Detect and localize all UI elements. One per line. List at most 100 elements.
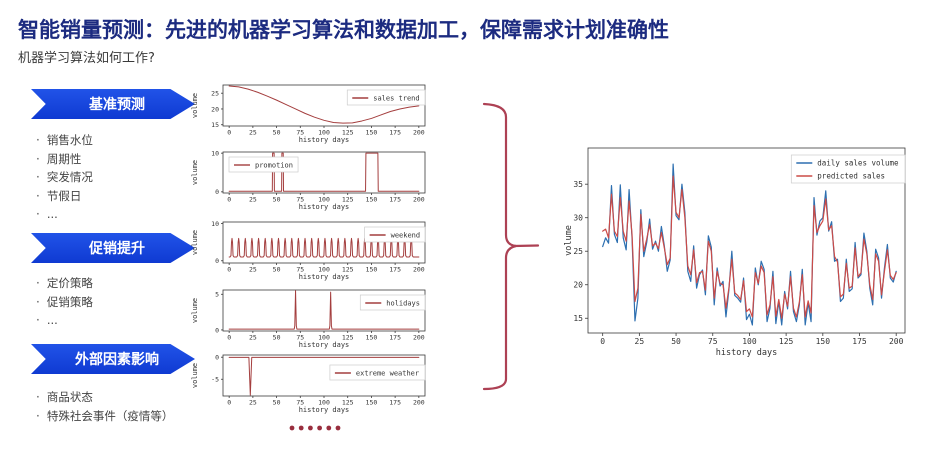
svg-text:100: 100 <box>318 129 330 137</box>
bullet-text: 商品状态 <box>46 390 93 404</box>
legend-box <box>364 226 426 243</box>
brace-pointer <box>512 244 540 248</box>
bullet-text: 特殊社会事件（疫情等） <box>46 408 174 423</box>
banner-external-factors: 外部因素影响 <box>31 344 195 374</box>
svg-text:150: 150 <box>366 266 378 274</box>
legend-label: weekend <box>391 232 421 240</box>
svg-text:0: 0 <box>215 326 219 334</box>
plot-svg: 0 25 50 75 100 125 150 175 200 0 -5 history days vol… <box>191 354 426 414</box>
svg-text:125: 125 <box>342 399 354 407</box>
legend-box <box>359 294 426 311</box>
bullet-item: · 定价策略 <box>36 274 93 293</box>
bullet-list-promotion: · 定价策略 · 促销策略 ·... <box>36 274 93 330</box>
bullet-item: · 周期性 <box>36 150 93 169</box>
plot-svg: 0 25 50 75 100 125 150 175 200 15 20 25 history days… <box>191 84 426 144</box>
dot <box>308 425 313 431</box>
bullet-list-external: · 商品状态 · 特殊社会事件（疫情等） <box>36 388 173 425</box>
svg-text:175: 175 <box>852 337 867 346</box>
svg-text:0: 0 <box>215 354 219 362</box>
svg-text:200: 200 <box>889 337 904 346</box>
svg-text:100: 100 <box>742 337 757 346</box>
banner-baseline-forecast: 基准预测 <box>31 89 195 119</box>
legend-box <box>346 89 426 106</box>
bullet-marker: · <box>36 133 40 147</box>
legend-label: sales trend <box>373 95 419 103</box>
svg-text:50: 50 <box>273 399 281 407</box>
svg-text:50: 50 <box>273 196 281 204</box>
svg-text:150: 150 <box>366 399 378 407</box>
bullet-text: 定价策略 <box>46 276 93 290</box>
bullet-marker: · <box>36 207 40 222</box>
y-axis-label: volume <box>191 93 199 118</box>
svg-text:0: 0 <box>227 399 231 407</box>
series-extreme-weather <box>228 356 420 396</box>
plot-svg: 0 25 50 75 100 125 150 175 200 0 10 history days vol… <box>191 150 426 211</box>
svg-text:75: 75 <box>296 266 304 274</box>
bullet-marker: · <box>36 276 40 290</box>
svg-text:25: 25 <box>249 129 257 137</box>
svg-text:200: 200 <box>413 266 425 274</box>
bullet-text: 促销策略 <box>46 294 93 309</box>
chart-sales-trend: 0 25 50 75 100 125 150 175 200 15 20 25 history days… <box>188 82 434 150</box>
svg-text:75: 75 <box>296 129 304 137</box>
series-predicted-sales <box>602 175 897 319</box>
svg-text:200: 200 <box>413 334 425 342</box>
svg-text:175: 175 <box>389 266 401 274</box>
svg-text:0: 0 <box>215 257 219 265</box>
legend-label: holidays <box>386 300 420 308</box>
bullet-text: ... <box>46 313 58 328</box>
svg-text:75: 75 <box>296 196 304 204</box>
bullet-item: · 商品状态 <box>36 388 173 407</box>
svg-text:10: 10 <box>211 150 219 158</box>
y-axis-label: volume <box>191 363 199 388</box>
svg-text:0: 0 <box>227 266 231 274</box>
svg-text:0: 0 <box>215 188 219 196</box>
x-axis-label: history days <box>299 273 350 281</box>
ellipsis-dots <box>286 420 346 439</box>
bullet-marker: · <box>36 188 40 203</box>
legend-box <box>790 154 906 184</box>
bullet-marker: · <box>36 313 40 328</box>
bullet-marker: · <box>36 390 40 404</box>
brace-path <box>482 102 517 391</box>
bullet-text: 周期性 <box>46 151 82 166</box>
svg-text:0: 0 <box>227 196 231 204</box>
dot <box>326 425 332 431</box>
svg-text:175: 175 <box>389 196 401 204</box>
y-axis-label: volume <box>564 225 574 256</box>
svg-text:25: 25 <box>249 196 257 204</box>
dot <box>317 425 322 431</box>
bullet-text: 节假日 <box>46 188 82 203</box>
x-axis-label: history days <box>716 348 777 358</box>
svg-text:50: 50 <box>671 337 681 346</box>
svg-text:100: 100 <box>318 266 330 274</box>
bullet-item: · 销售水位 <box>36 131 93 150</box>
banner-promotion-uplift: 促销提升 <box>31 233 195 263</box>
svg-text:-5: -5 <box>211 376 219 384</box>
svg-text:50: 50 <box>273 266 281 274</box>
svg-text:15: 15 <box>211 121 219 129</box>
curly-brace-connector <box>470 95 550 401</box>
svg-text:100: 100 <box>318 399 330 407</box>
bullet-item: · 特殊社会事件（疫情等） <box>36 407 173 426</box>
svg-text:50: 50 <box>273 334 281 342</box>
x-axis-label: history days <box>299 406 350 414</box>
svg-text:75: 75 <box>708 337 718 346</box>
bullet-item: ·... <box>36 311 93 330</box>
svg-text:30: 30 <box>573 214 583 223</box>
svg-text:75: 75 <box>296 399 304 407</box>
series-promotion <box>228 152 420 192</box>
bullet-item: · 促销策略 <box>36 293 93 312</box>
svg-text:125: 125 <box>342 129 354 137</box>
dot <box>298 425 304 431</box>
series-sales-trend <box>228 85 420 124</box>
banner-label: 外部因素影响 <box>75 352 159 368</box>
page-title: 智能销量预测：先进的机器学习算法和数据加工，保障需求计划准确性 <box>18 18 669 42</box>
legend-label: promotion <box>255 162 293 170</box>
svg-text:25: 25 <box>249 266 257 274</box>
y-axis-label: volume <box>191 298 199 323</box>
svg-text:10: 10 <box>211 220 219 228</box>
svg-text:150: 150 <box>366 334 378 342</box>
legend-label: predicted sales <box>817 172 885 181</box>
